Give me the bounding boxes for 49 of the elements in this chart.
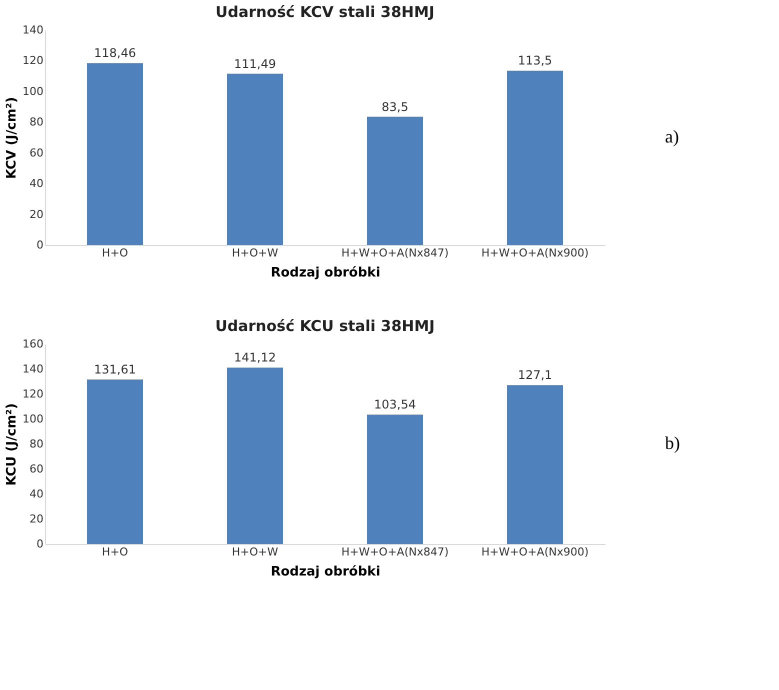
bar (507, 385, 563, 544)
y-tick-label: 40 (30, 488, 44, 500)
bar (367, 414, 423, 544)
bar (367, 116, 423, 245)
data-label: 127,1 (518, 368, 552, 382)
chart-title: Udarność KCV stali 38HMJ (216, 3, 434, 21)
bar (87, 63, 143, 245)
y-tick-label: 0 (36, 238, 44, 252)
y-tick-label: 140 (22, 362, 44, 376)
data-label: 83,5 (382, 100, 408, 114)
data-label: 113,5 (518, 54, 552, 68)
data-label: 103,54 (374, 398, 416, 412)
bar (87, 379, 143, 544)
y-tick-label: 120 (22, 54, 44, 68)
y-tick-label: 20 (30, 208, 44, 221)
x-tick-label: H+W+O+A(Nx847) (341, 246, 449, 260)
y-tick-label: 80 (30, 438, 44, 450)
bar (507, 70, 563, 245)
y-tick-label: 0 (36, 538, 44, 550)
y-axis-title: KCV (J/cm²) (4, 96, 20, 180)
y-tick-label: 20 (30, 512, 44, 526)
text: a) (665, 126, 679, 146)
chart-title: Udarność KCU stali 38HMJ (215, 317, 435, 335)
x-tick-label: H+W+O+A(Nx900) (481, 546, 589, 558)
y-axis-title: KCU (J/cm²) (4, 403, 20, 486)
y-tick-label: 140 (22, 24, 44, 36)
x-tick-label: H+W+O+A(Nx900) (481, 246, 589, 260)
data-label: 131,61 (94, 362, 136, 376)
text: b) (665, 433, 680, 453)
y-tick-label: 160 (22, 338, 44, 350)
y-tick-label: 100 (22, 84, 44, 98)
bar (227, 74, 283, 245)
x-tick-label: H+O (102, 546, 128, 558)
x-axis-title: Rodzaj obróbki (270, 266, 380, 280)
y-tick-label: 60 (30, 146, 44, 160)
y-tick-label: 60 (30, 462, 44, 476)
y-tick-label: 120 (22, 388, 44, 400)
data-label: 141,12 (234, 350, 276, 365)
x-tick-label: H+O (102, 246, 128, 260)
data-label: 118,46 (94, 46, 136, 60)
bar (227, 368, 283, 544)
y-tick-label: 80 (30, 116, 44, 129)
y-tick-label: 100 (22, 412, 44, 426)
x-tick-label: H+O+W (232, 546, 278, 558)
y-tick-label: 40 (30, 177, 44, 190)
x-tick-label: H+O+W (232, 246, 278, 260)
x-axis-title: Rodzaj obróbki (270, 564, 380, 580)
data-label: 111,49 (234, 56, 276, 71)
x-tick-label: H+W+O+A(Nx847) (341, 546, 449, 558)
